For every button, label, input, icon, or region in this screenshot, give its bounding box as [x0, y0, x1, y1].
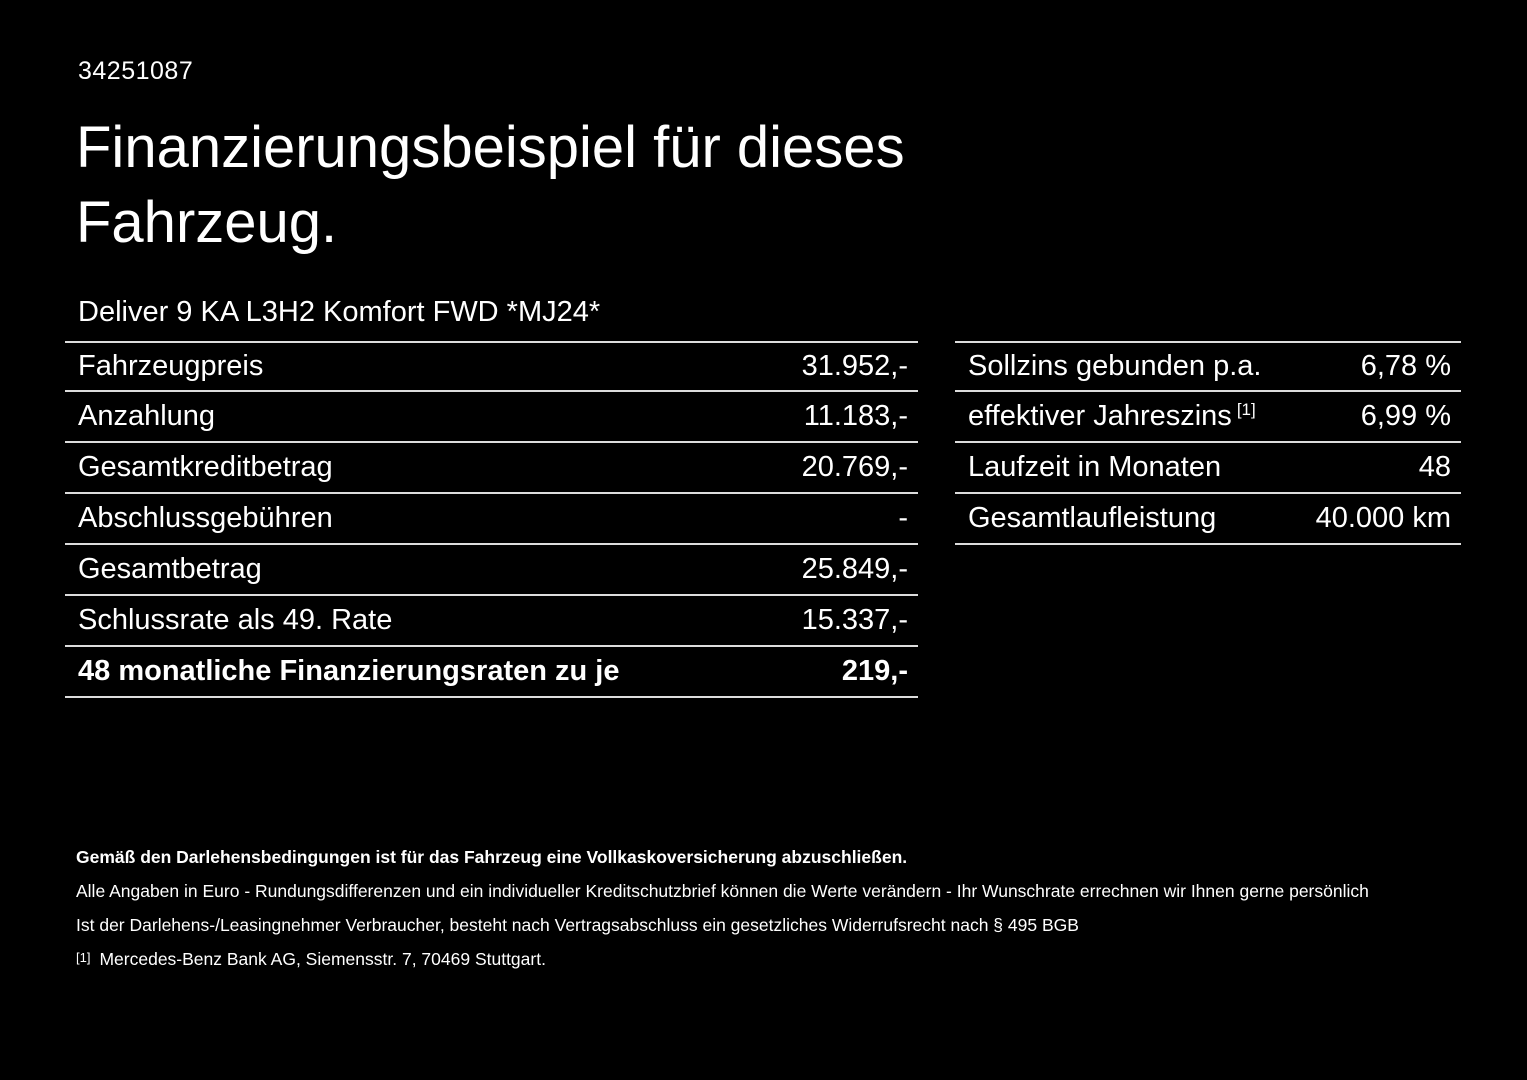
row-value: 6,99 %	[1360, 400, 1451, 432]
table-row-fahrzeugpreis: Fahrzeugpreis 31.952,-	[65, 341, 918, 392]
footnote-reference: [1]	[1236, 400, 1256, 419]
row-label: Gesamtlaufleistung	[968, 502, 1217, 534]
row-value: 25.849,-	[801, 553, 908, 585]
footnote: [1] Mercedes-Benz Bank AG, Siemensstr. 7,…	[76, 949, 1369, 971]
row-label: effektiver Jahreszins [1]	[968, 400, 1256, 432]
table-row-schlussrate: Schlussrate als 49. Rate 15.337,-	[65, 596, 918, 647]
row-label: Anzahlung	[78, 400, 216, 432]
table-row-gesamtkreditbetrag: Gesamtkreditbetrag 20.769,-	[65, 443, 918, 494]
page-title-line2: Fahrzeug.	[76, 190, 338, 256]
page-title: Finanzierungsbeispiel für dieses Fahrzeug…	[76, 110, 905, 261]
financing-table-left: Fahrzeugpreis 31.952,- Anzahlung 11.183,…	[65, 341, 918, 698]
footnote-marker: [1]	[76, 949, 91, 965]
row-value: 31.952,-	[801, 350, 908, 382]
footnote-text: Mercedes-Benz Bank AG, Siemensstr. 7, 70…	[99, 948, 546, 969]
row-label: Abschlussgebühren	[78, 502, 333, 534]
table-row-laufzeit: Laufzeit in Monaten 48	[955, 443, 1461, 494]
vehicle-model: Deliver 9 KA L3H2 Komfort FWD *MJ24*	[78, 296, 601, 328]
row-value: -	[898, 502, 908, 534]
row-value: 219,-	[841, 655, 908, 687]
row-value: 15.337,-	[801, 604, 908, 636]
table-row-monatsrate: 48 monatliche Finanzierungsraten zu je 2…	[65, 647, 918, 698]
financing-table-right: Sollzins gebunden p.a. 6,78 % effektiver…	[955, 341, 1461, 545]
row-label: Laufzeit in Monaten	[968, 451, 1222, 483]
row-label: Fahrzeugpreis	[78, 350, 264, 382]
row-value: 11.183,-	[803, 400, 908, 432]
row-label: Schlussrate als 49. Rate	[78, 604, 393, 636]
table-row-effektiver-jahreszins: effektiver Jahreszins [1] 6,99 %	[955, 392, 1461, 443]
table-row-gesamtlaufleistung: Gesamtlaufleistung 40.000 km	[955, 494, 1461, 545]
row-value: 48	[1418, 451, 1451, 483]
table-row-abschlussgebuehren: Abschlussgebühren -	[65, 494, 918, 545]
page-title-line1: Finanzierungsbeispiel für dieses	[76, 115, 905, 180]
legal-footer: Gemäß den Darlehensbedingungen ist für d…	[76, 847, 1369, 983]
footer-bold-note: Gemäß den Darlehensbedingungen ist für d…	[76, 847, 908, 867]
row-label: Gesamtbetrag	[78, 553, 262, 585]
row-label: Gesamtkreditbetrag	[78, 451, 333, 483]
footer-note-2: Ist der Darlehens-/Leasingnehmer Verbrau…	[76, 914, 1079, 935]
table-row-anzahlung: Anzahlung 11.183,-	[65, 392, 918, 443]
row-value: 20.769,-	[801, 451, 908, 483]
table-row-sollzins: Sollzins gebunden p.a. 6,78 %	[955, 341, 1461, 392]
row-value: 6,78 %	[1360, 350, 1451, 382]
table-row-gesamtbetrag: Gesamtbetrag 25.849,-	[65, 545, 918, 596]
row-value: 40.000 km	[1315, 502, 1451, 534]
footer-note-1: Alle Angaben in Euro - Rundungsdifferenz…	[76, 880, 1369, 901]
row-label: 48 monatliche Finanzierungsraten zu je	[78, 655, 620, 687]
reference-number: 34251087	[78, 57, 194, 85]
row-label: Sollzins gebunden p.a.	[968, 350, 1262, 382]
